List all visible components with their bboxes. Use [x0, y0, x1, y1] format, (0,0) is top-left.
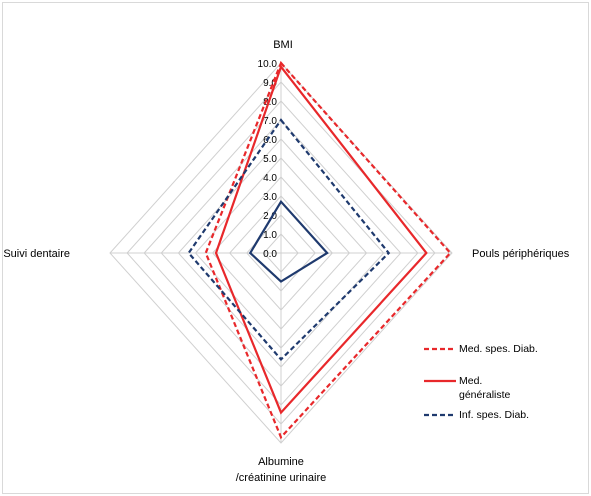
legend: Med. spes. Diab. Med. généraliste Inf. spes… — [424, 343, 538, 421]
axis-label-0: BMI — [273, 39, 293, 51]
axis-label-2: Albumine/créatinine urinaire — [236, 456, 327, 484]
axis-labels: BMI Pouls périphériques Albumine/créatinin… — [3, 39, 569, 484]
series-2-polygon — [187, 118, 391, 362]
legend-label-2: Inf. spes. Diab. — [459, 409, 529, 421]
series-1-polygon — [214, 64, 428, 415]
axis-label-1: Pouls périphériques — [472, 248, 570, 260]
series-3-polygon — [248, 199, 329, 283]
tick-label: 2.0 — [263, 211, 277, 222]
tick-label: 0.0 — [263, 249, 277, 260]
tick-label: 5.0 — [263, 154, 277, 165]
tick-label: 6.0 — [263, 135, 277, 146]
tick-label: 7.0 — [263, 116, 277, 127]
tick-label: 9.0 — [263, 78, 277, 89]
legend-label-1: Med. généraliste — [459, 375, 511, 401]
axis-label-3: Suivi dentaire — [3, 248, 70, 260]
radial-tick-labels: 0.0 1.0 2.0 3.0 4.0 5.0 6.0 7.0 8.0 9.0 10.0 — [258, 59, 278, 260]
tick-label: 4.0 — [263, 173, 277, 184]
tick-label: 1.0 — [263, 230, 277, 241]
tick-label: 8.0 — [263, 97, 277, 108]
legend-label-0: Med. spes. Diab. — [459, 343, 538, 355]
tick-label: 3.0 — [263, 192, 277, 203]
tick-label: 10.0 — [258, 59, 278, 70]
radar-series — [187, 60, 452, 440]
series-0-polygon — [204, 60, 452, 440]
